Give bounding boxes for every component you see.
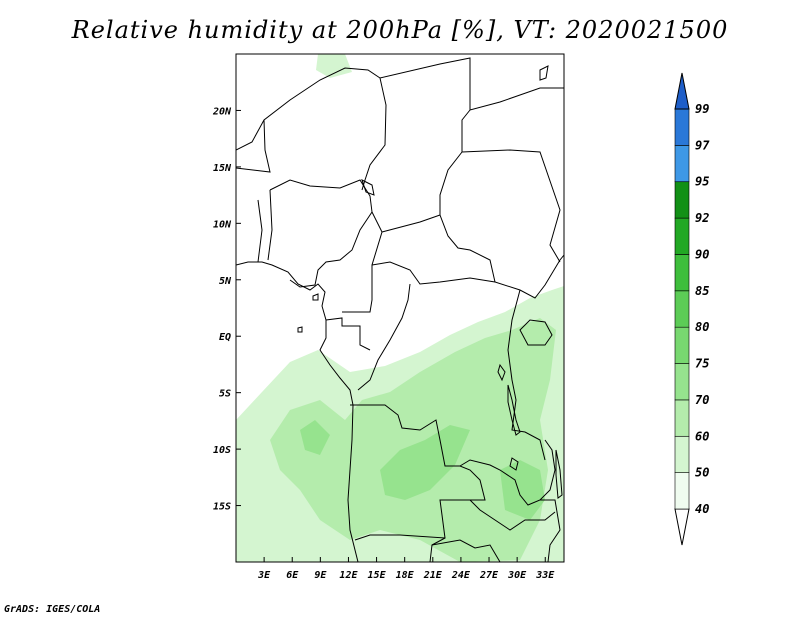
humidity-region-high: [380, 425, 470, 500]
border-chad-sudan: [439, 109, 564, 299]
lake-cluster-north: [539, 65, 549, 81]
lat-tick-label: 5N: [219, 276, 232, 287]
colorbar-segment: [674, 435, 690, 473]
colorbar-segment: [674, 399, 690, 437]
lat-tick-label: 10N: [213, 219, 232, 230]
lon-tick-label: 21E: [423, 570, 443, 581]
lake-mweru: [509, 457, 519, 471]
border-zambia: [459, 439, 556, 506]
colorbar-segment: [674, 217, 690, 255]
colorbar-label: 97: [695, 138, 710, 152]
map-frame: [235, 53, 565, 563]
colorbar-bottom-arrow: [674, 508, 690, 546]
humidity-field: [236, 54, 564, 562]
border-car: [371, 214, 496, 285]
map-title: Relative humidity at 200hPa [%], VT: 202…: [71, 16, 729, 44]
colorbar-label: 40: [695, 502, 709, 516]
border-gabon: [325, 317, 371, 351]
island-bioko: [312, 293, 319, 301]
lon-tick-label: 6E: [286, 570, 299, 581]
humidity-region-high-3: [300, 420, 330, 455]
humidity-region-north: [316, 54, 352, 78]
lon-tick-label: 12E: [339, 570, 358, 581]
colorbar-segment: [674, 326, 690, 364]
lake-chad: [361, 179, 375, 196]
lake-malawi: [555, 449, 563, 499]
border-zimbabwe: [469, 499, 556, 531]
colorbar-segment: [674, 181, 690, 219]
lon-tick-label: 27E: [479, 570, 499, 581]
border-mali-niger: [236, 119, 271, 173]
lon-tick-label: 24E: [451, 570, 471, 581]
border-ghana: [257, 199, 263, 263]
colorbar-segment: [674, 472, 690, 510]
border-botswana: [431, 539, 501, 562]
colorbar: 40 50 60 70 75 80 85 90 92 95 97 99: [674, 72, 710, 546]
colorbar-label: 80: [695, 320, 709, 334]
lon-tick-label: 9E: [314, 570, 327, 581]
lat-tick-label: 15S: [213, 502, 231, 513]
colorbar-label: 95: [695, 175, 709, 189]
coastline-west-africa: [236, 261, 359, 562]
border-congo: [357, 283, 411, 391]
border-mozambique: [540, 499, 561, 562]
colorbar-label: 99: [695, 102, 709, 116]
border-nigeria: [269, 179, 373, 288]
colorbar-label: 90: [695, 247, 709, 261]
colorbar-top-arrow: [674, 72, 690, 110]
lon-tick-label: 33E: [535, 570, 555, 581]
island-saotome: [297, 326, 303, 333]
colorbar-label: 70: [695, 393, 709, 407]
border-sahara-north: [236, 57, 564, 151]
grads-credit: GrADS: IGES/COLA: [4, 604, 101, 615]
lat-tick-label: 15N: [213, 163, 232, 174]
border-benin-togo: [267, 189, 273, 261]
colorbar-segment: [674, 145, 690, 183]
lat-tick-label: EQ: [219, 332, 231, 343]
lat-tick-label: 5S: [219, 389, 231, 400]
lon-tick-label: 3E: [257, 570, 271, 581]
border-drc-east: [507, 289, 546, 461]
colorbar-label: 92: [695, 211, 709, 225]
lake-tanganyika: [507, 384, 521, 436]
border-sudan-east: [461, 149, 561, 263]
lake-kivu: [497, 363, 506, 382]
colorbar-segment: [674, 363, 690, 401]
colorbar-segment: [674, 290, 690, 328]
lon-tick-label: 18E: [396, 570, 415, 581]
colorbar-label: 60: [695, 429, 709, 443]
lake-victoria: [519, 319, 553, 346]
humidity-region-high-2: [500, 460, 545, 520]
border-niger-chad: [361, 77, 387, 191]
lon-tick-label: 15E: [368, 570, 387, 581]
colorbar-segment: [674, 254, 690, 292]
lat-tick-label: 10S: [213, 445, 231, 456]
colorbar-label: 85: [695, 284, 709, 298]
border-cameroon: [342, 211, 383, 313]
latitude-axis: 20N 15N 10N 5N EQ 5S 10S 15S: [212, 106, 241, 513]
longitude-axis: 3E 6E 9E 12E 15E 18E 21E 24E 27E 30E 33E: [257, 557, 555, 581]
colorbar-label: 50: [695, 466, 709, 480]
lat-tick-label: 20N: [212, 106, 232, 117]
lon-tick-label: 30E: [507, 570, 527, 581]
colorbar-segment: [674, 108, 690, 146]
humidity-region-mid: [270, 318, 556, 562]
colorbar-label: 75: [695, 357, 709, 371]
country-borders: [236, 57, 564, 562]
